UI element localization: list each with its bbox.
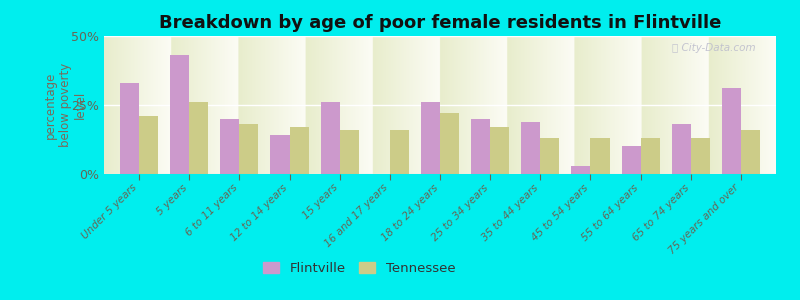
Bar xyxy=(641,138,660,174)
Bar xyxy=(590,138,610,174)
Bar xyxy=(490,127,510,174)
Bar xyxy=(440,113,459,174)
Bar xyxy=(290,127,309,174)
Bar xyxy=(722,88,741,174)
Bar xyxy=(390,130,409,174)
Bar xyxy=(220,119,239,174)
Bar xyxy=(622,146,641,174)
Bar xyxy=(340,130,358,174)
Bar xyxy=(571,166,590,174)
Y-axis label: percentage
below poverty
level: percentage below poverty level xyxy=(44,63,87,147)
Bar xyxy=(690,138,710,174)
Bar xyxy=(741,130,760,174)
Bar xyxy=(321,102,340,174)
Bar xyxy=(239,124,258,174)
Bar xyxy=(540,138,559,174)
Bar xyxy=(421,102,440,174)
Bar xyxy=(190,102,208,174)
Bar xyxy=(672,124,690,174)
Title: Breakdown by age of poor female residents in Flintville: Breakdown by age of poor female resident… xyxy=(159,14,721,32)
Bar xyxy=(471,119,490,174)
Text: ⓘ City-Data.com: ⓘ City-Data.com xyxy=(672,43,756,53)
Legend: Flintville, Tennessee: Flintville, Tennessee xyxy=(263,262,455,275)
Bar xyxy=(270,135,290,174)
Bar xyxy=(139,116,158,174)
Bar xyxy=(170,55,190,174)
Bar xyxy=(120,83,139,174)
Bar xyxy=(522,122,540,174)
